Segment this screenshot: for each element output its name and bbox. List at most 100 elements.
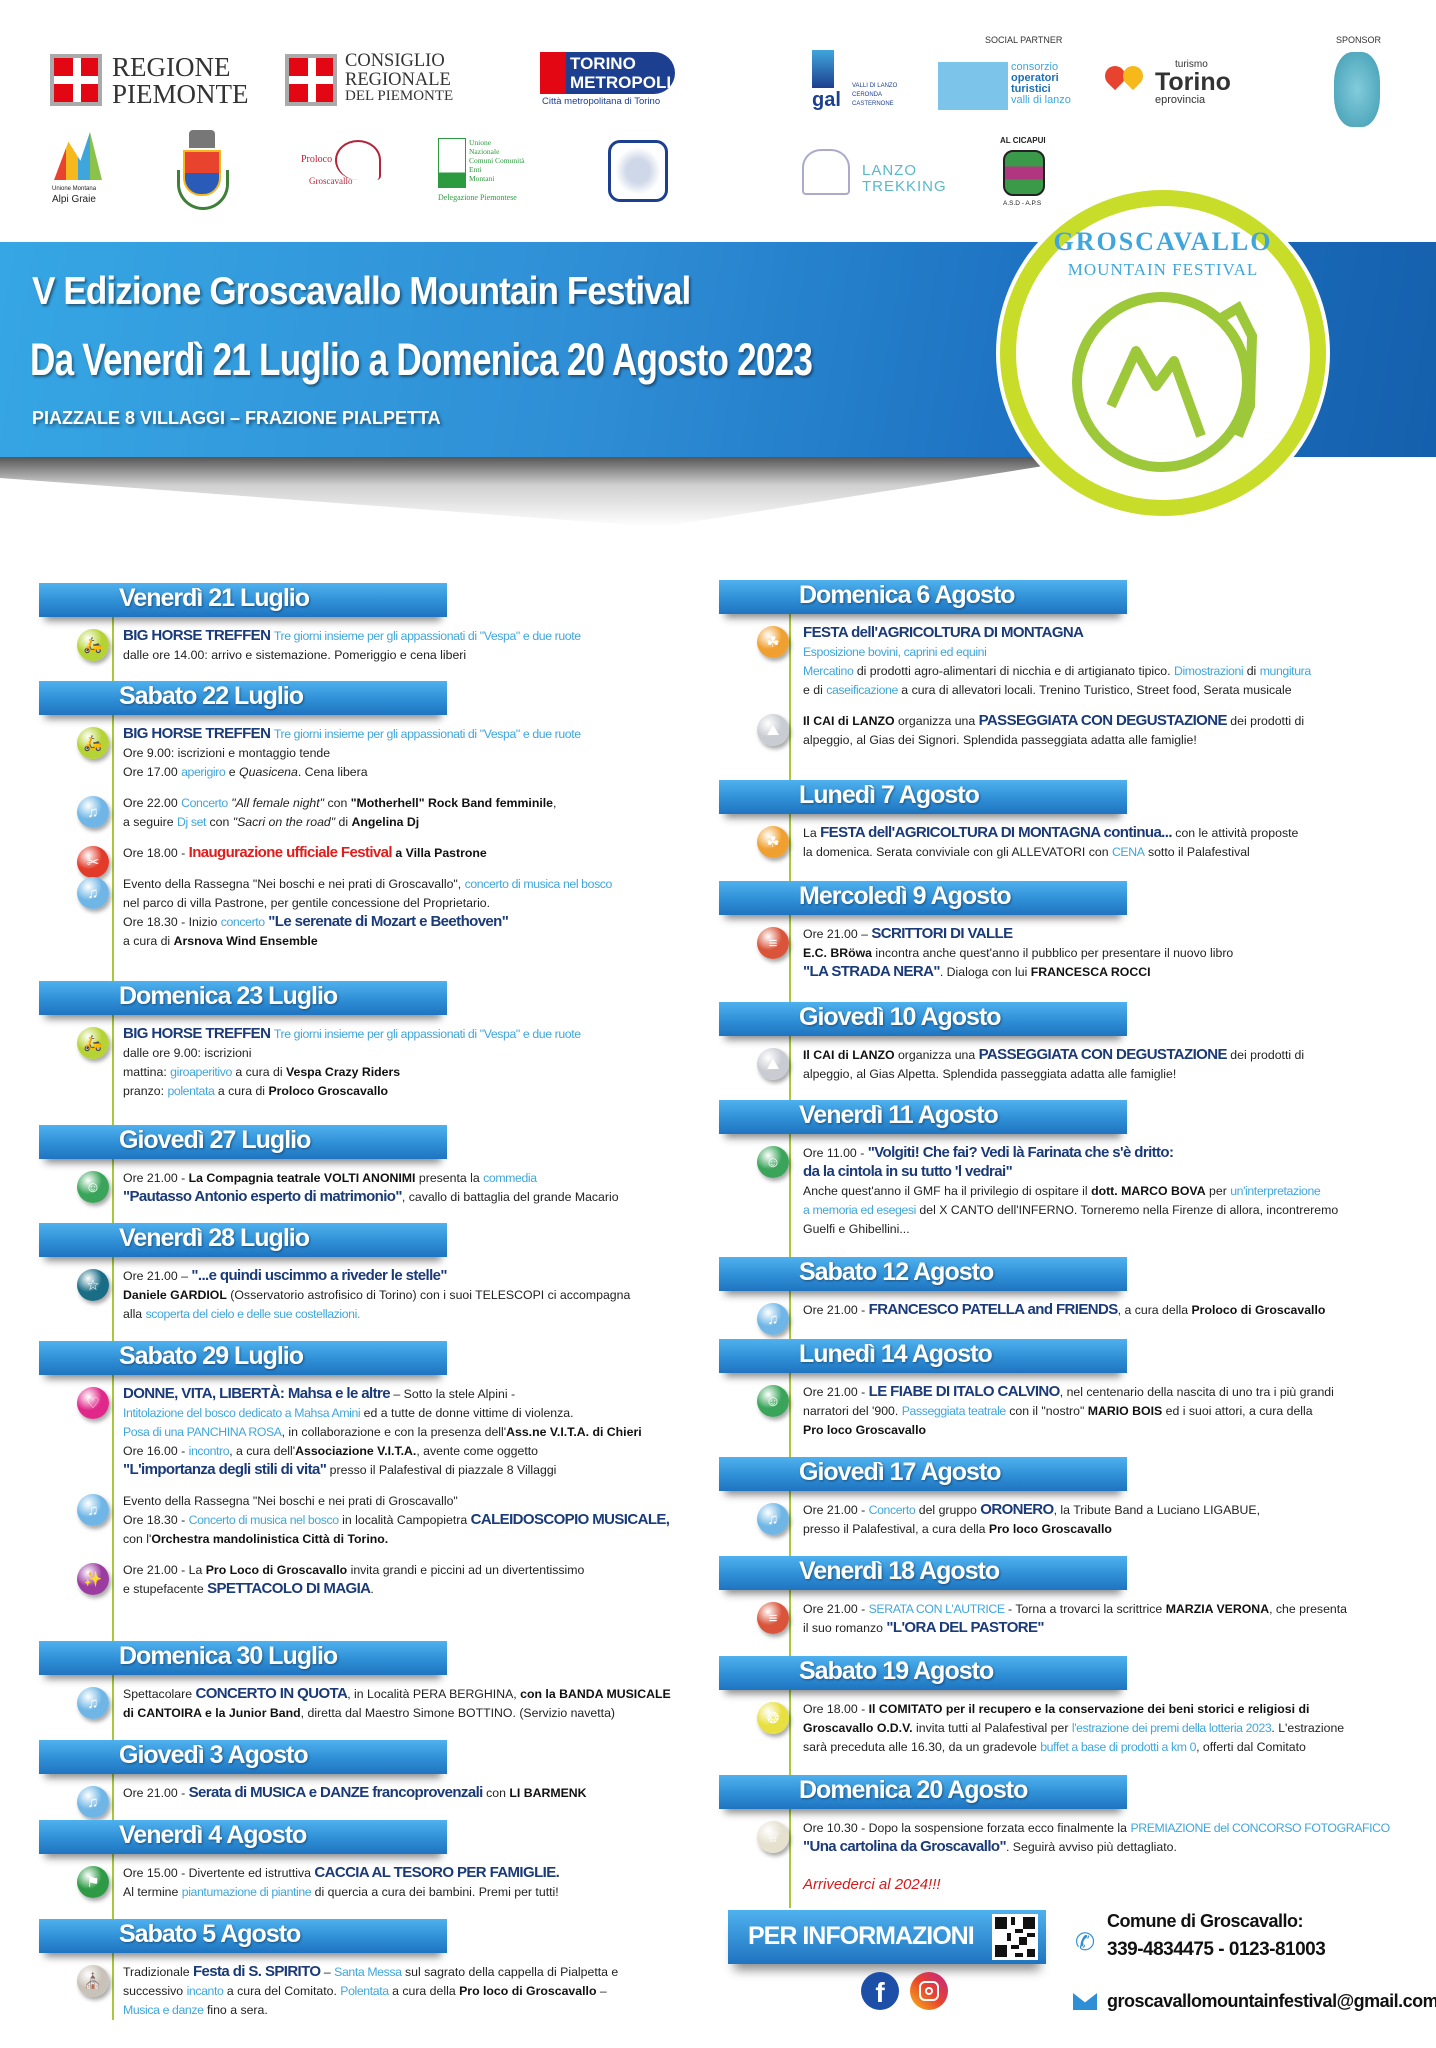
event-text: a cura di bbox=[214, 1084, 269, 1098]
event-text: BIG HORSE TREFFEN bbox=[123, 725, 274, 742]
logo-stemma-groscavallo bbox=[175, 130, 235, 210]
event-text: La Compagnia teatrale VOLTI ANONIMI bbox=[188, 1171, 416, 1185]
day-header: Venerdì 28 Luglio bbox=[39, 1223, 447, 1257]
event-text: presso il Palafestival, a cura della bbox=[803, 1522, 989, 1536]
event-item: ⚑ Ore 15.00 - Divertente ed istruttiva CA… bbox=[39, 1864, 679, 1902]
event-text: Santa Messa bbox=[334, 1965, 402, 1979]
instagram-icon[interactable] bbox=[910, 1972, 948, 2010]
day-section: Venerdì 18 Agosto ≡ Ore 21.00 - SERATA CON… bbox=[719, 1556, 1359, 1650]
contact-email[interactable]: groscavallomountainfestival@gmail.com bbox=[1107, 1991, 1436, 2011]
event-text: Guelfi e Ghibellini... bbox=[803, 1222, 910, 1236]
day-header: Sabato 29 Luglio bbox=[39, 1341, 447, 1375]
event-line: Ore 18.00 - Inaugurazione ufficiale Fest… bbox=[123, 844, 679, 863]
event-text: Pro Loco di Groscavallo bbox=[205, 1563, 348, 1577]
event-line: Ore 18.30 - Inizio concerto "Le serenate… bbox=[123, 913, 679, 932]
event-line: "Pautasso Antonio esperto di matrimonio"… bbox=[123, 1188, 679, 1207]
timeline-left bbox=[112, 600, 114, 2020]
event-text: alpeggio, al Gias Alpetta. Splendida pas… bbox=[803, 1067, 1177, 1081]
event-text: Musica e danze bbox=[123, 2003, 204, 2017]
day-header: Domenica 23 Luglio bbox=[39, 981, 447, 1015]
event-item: 🛵 BIG HORSE TREFFEN Tre giorni insieme pe… bbox=[39, 1025, 679, 1101]
event-text: Pro loco di Groscavallo bbox=[459, 1984, 597, 1998]
event-text: mungitura bbox=[1259, 664, 1311, 678]
day-title: Mercoledì 9 Agosto bbox=[799, 882, 1012, 910]
event-text: Ore 21.00 - bbox=[803, 1503, 869, 1517]
day-header: Lunedì 7 Agosto bbox=[719, 780, 1127, 814]
event-text: con il "nostro" bbox=[1005, 1404, 1088, 1418]
event-text: dalle ore 14.00: arrivo e sistemazione. … bbox=[123, 648, 467, 662]
event-line: Il CAI di LANZO organizza una PASSEGGIAT… bbox=[803, 712, 1359, 731]
vespa-icon: 🛵 bbox=[77, 727, 109, 759]
event-line: FESTA dell'AGRICOLTURA DI MONTAGNA bbox=[803, 624, 1359, 643]
event-text: Tre giorni insieme per gli appassionati … bbox=[273, 1027, 581, 1041]
event-text: . Seguirà avviso più dettagliato. bbox=[1005, 1840, 1177, 1854]
telescope-icon: ☆ bbox=[77, 1269, 109, 1301]
event-text: PREMIAZIONE del CONCORSO FOTOGRAFICO bbox=[1130, 1821, 1390, 1835]
event-text: Dimostrazioni bbox=[1173, 664, 1244, 678]
event-text: . Dialoga con lui bbox=[939, 965, 1031, 979]
music-icon: ♫ bbox=[757, 1303, 789, 1335]
event-line: sarà preceduta alle 16.30, da un gradevo… bbox=[803, 1738, 1359, 1757]
event-text: con bbox=[206, 815, 233, 829]
day-title: Giovedì 10 Agosto bbox=[799, 1003, 1002, 1031]
event-text: "Motherhell" Rock Band femminile bbox=[350, 796, 554, 810]
event-line: nel parco di villa Pastrone, per gentile… bbox=[123, 894, 679, 913]
event-text: invita grandi e piccini ad un divertenti… bbox=[347, 1563, 585, 1577]
event-text: LE FIABE DI ITALO CALVINO bbox=[868, 1383, 1061, 1400]
event-item: ☺ Ore 21.00 - LE FIABE DI ITALO CALVINO, … bbox=[719, 1383, 1359, 1440]
event-text: FRANCESCA ROCCI bbox=[1030, 965, 1151, 979]
event-line: BIG HORSE TREFFEN Tre giorni insieme per… bbox=[123, 1025, 679, 1044]
event-line: La FESTA dell'AGRICOLTURA DI MONTAGNA co… bbox=[803, 824, 1359, 843]
event-line: mattina: giroaperitivo a cura di Vespa C… bbox=[123, 1063, 679, 1082]
farm-icon: ☘ bbox=[757, 826, 789, 858]
logo-cai-lanzo bbox=[608, 140, 668, 202]
event-line: Ore 11.00 - "Volgiti! Che fai? Vedi là F… bbox=[803, 1144, 1359, 1163]
event-line: Ore 21.00 - FRANCESCO PATELLA and FRIEND… bbox=[803, 1301, 1359, 1320]
event-text: commedia bbox=[483, 1171, 537, 1185]
event-line: "LA STRADA NERA". Dialoga con lui FRANCE… bbox=[803, 963, 1359, 982]
day-title: Venerdì 21 Luglio bbox=[119, 584, 310, 612]
event-line: Esposizione bovini, caprini ed equini bbox=[803, 643, 1359, 662]
event-text: Vespa Crazy Riders bbox=[285, 1065, 401, 1079]
event-text: Proloco Groscavallo bbox=[268, 1084, 389, 1098]
event-text: e di bbox=[803, 683, 827, 697]
event-line: a cura di Arsnova Wind Ensemble bbox=[123, 932, 679, 951]
event-line: Mercatino di prodotti agro-alimentari di… bbox=[803, 662, 1359, 681]
logo-text: Unione bbox=[469, 138, 492, 147]
logo-text: Nazionale bbox=[469, 147, 500, 156]
event-text: di quercia a cura dei bambini. Premi per… bbox=[311, 1885, 559, 1899]
horse-mountain-icon bbox=[1106, 300, 1258, 438]
event-text: – bbox=[320, 1965, 335, 1979]
event-text: "...e quindi uscimmo a riveder le stelle… bbox=[191, 1267, 447, 1284]
event-text: Arsnova Wind Ensemble bbox=[173, 934, 318, 948]
logo-uncem: Unione Nazionale Comuni Comunità Enti Montan… bbox=[438, 138, 568, 208]
event-text: Ore 22.00 bbox=[123, 796, 182, 810]
event-text: Ore 17.00 bbox=[123, 765, 182, 779]
event-text: pranzo: bbox=[123, 1084, 168, 1098]
theater-icon: ☺ bbox=[757, 1146, 789, 1178]
logo-text: TREKKING bbox=[862, 178, 947, 195]
event-text: MARIO BOIS bbox=[1087, 1404, 1163, 1418]
event-text: Ore 9.00: iscrizioni e montaggio tende bbox=[123, 746, 331, 760]
event-text: Ore 10.30 - Dopo la sospensione forzata … bbox=[803, 1821, 1131, 1835]
event-text: Polentata bbox=[340, 1984, 389, 1998]
event-text: Pro loco Groscavallo bbox=[803, 1423, 927, 1437]
contact-phones[interactable]: 339-4834475 - 0123-81003 bbox=[1107, 1939, 1326, 1960]
day-title: Sabato 19 Agosto bbox=[799, 1657, 994, 1685]
day-title: Giovedì 3 Agosto bbox=[119, 1741, 309, 1769]
logo-consorzio: consorzio operatori turistici valli di lanz… bbox=[938, 62, 1083, 112]
music-icon: ♫ bbox=[77, 1494, 109, 1526]
day-header: Venerdì 18 Agosto bbox=[719, 1556, 1127, 1590]
event-text: CALEIDOSCOPIO MUSICALE, bbox=[470, 1511, 670, 1528]
facebook-icon[interactable]: f bbox=[861, 1972, 899, 2010]
day-header: Venerdì 21 Luglio bbox=[39, 583, 447, 617]
event-text: Ore 21.00 - La bbox=[123, 1563, 206, 1577]
event-text: "All female night" bbox=[227, 796, 325, 810]
event-text: "Sacri on the road" bbox=[232, 815, 336, 829]
qr-code[interactable] bbox=[992, 1914, 1038, 1960]
music-icon: ♫ bbox=[77, 1687, 109, 1719]
day-title: Domenica 20 Agosto bbox=[799, 1776, 1028, 1804]
heart-icon: ♡ bbox=[77, 1387, 109, 1419]
logo-text: Proloco bbox=[301, 154, 333, 165]
event-text: Ore 18.00 - bbox=[803, 1702, 869, 1716]
